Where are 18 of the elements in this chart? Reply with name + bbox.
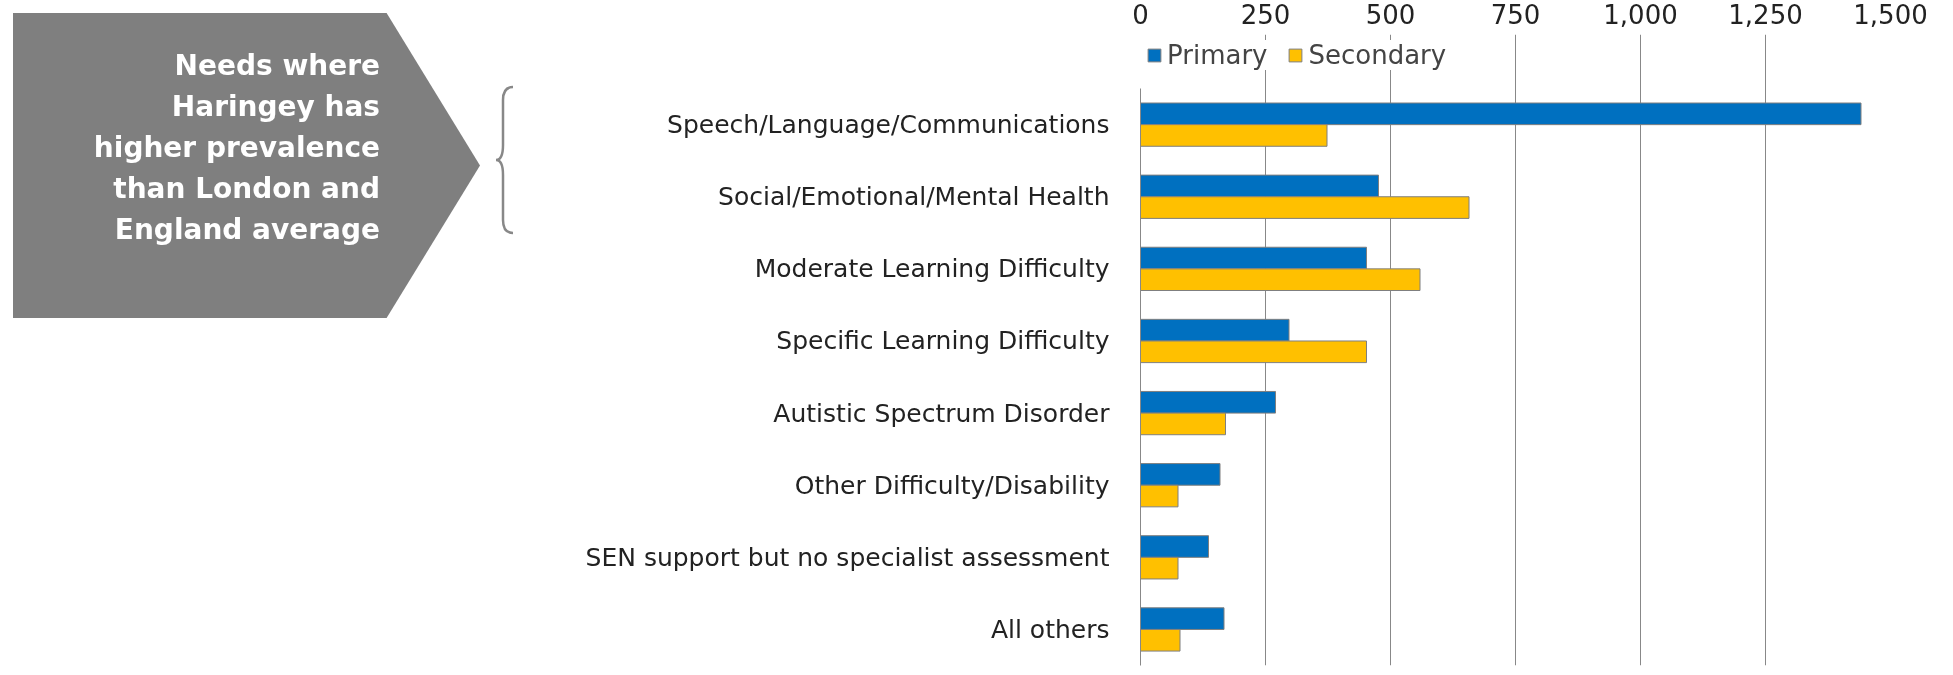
x-tick-label: 1,500: [1853, 0, 1928, 30]
y-tick-label: Other Difficulty/Disability: [794, 470, 1110, 500]
legend-label: Primary: [1167, 40, 1268, 70]
x-tick-label: 750: [1490, 0, 1541, 30]
y-tick-label: SEN support but no specialist assessment: [585, 542, 1110, 572]
y-tick-label: Moderate Learning Difficulty: [754, 254, 1110, 284]
x-tick-label: 500: [1365, 0, 1416, 30]
legend-label: Secondary: [1308, 40, 1447, 70]
y-tick-label: Speech/Language/Communications: [667, 110, 1110, 140]
text: Needs where Haringey has higher prevalence than London and England average: [92, 48, 380, 248]
y-tick-label: Autistic Spectrum Disorder: [773, 398, 1111, 428]
x-tick-label: 250: [1240, 0, 1291, 30]
x-tick-label: 1,250: [1728, 0, 1803, 30]
y-tick-label: All others: [990, 614, 1110, 644]
x-tick-label: 1,000: [1603, 0, 1678, 30]
y-tick-label: Specific Learning Difficulty: [776, 326, 1110, 356]
y-tick-label: Social/Emotional/Mental Health: [718, 182, 1110, 212]
x-tick-label: 0: [1132, 0, 1149, 30]
